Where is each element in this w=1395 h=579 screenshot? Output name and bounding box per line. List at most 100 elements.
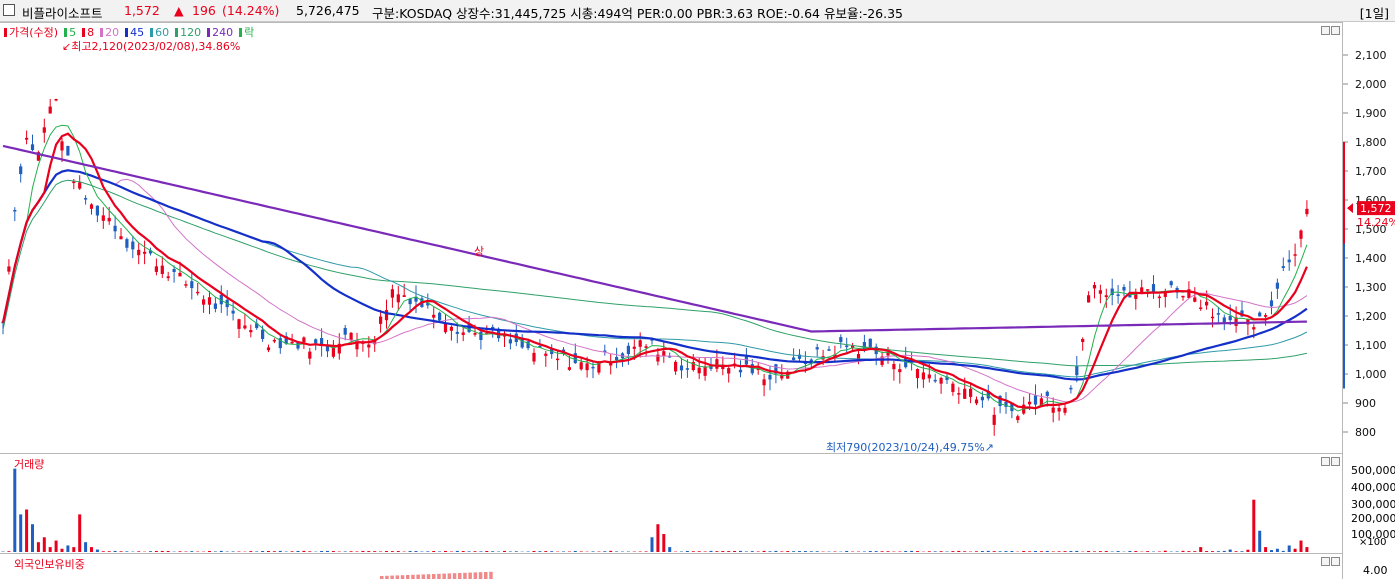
volume-bar xyxy=(54,540,58,552)
candle-body xyxy=(60,141,64,151)
candle-body xyxy=(1075,366,1079,376)
foreign-bar xyxy=(432,574,436,579)
volume-bar xyxy=(668,547,672,552)
candle-body xyxy=(143,251,147,254)
volume-bar xyxy=(455,550,459,552)
low-annotation: 최저790(2023/10/24),49.75%↗ xyxy=(826,441,994,453)
candle-body xyxy=(644,346,648,348)
volume-bar xyxy=(1157,551,1161,552)
stock-name[interactable]: 비플라이소프트 xyxy=(22,6,103,21)
candle-body xyxy=(266,347,271,351)
volume-bar xyxy=(644,551,648,552)
volume-bar xyxy=(750,551,754,552)
price-tick: 1,100 xyxy=(1355,339,1387,352)
candle-body xyxy=(1216,313,1220,315)
candle-body xyxy=(1033,395,1038,405)
candle-body xyxy=(314,339,318,344)
candle-body xyxy=(597,362,601,373)
up-arrow-icon: ▲ xyxy=(174,3,184,18)
volume-bar xyxy=(1264,547,1268,552)
candle-body xyxy=(898,369,902,373)
volume-bar xyxy=(1205,551,1209,552)
candle-body xyxy=(862,342,866,351)
legend-item[interactable]: 60 xyxy=(150,26,172,39)
price-chart[interactable]: ↙최고2,120(2023/02/08),34.86% 최저790(2023/10… xyxy=(0,23,1342,453)
select-checkbox[interactable] xyxy=(3,4,15,16)
volume-bar xyxy=(939,551,943,552)
candle-body xyxy=(880,356,884,365)
volume-bar xyxy=(467,551,471,552)
legend-item[interactable]: 5 xyxy=(64,26,79,39)
price-panel[interactable]: 가격(수정) 5 8 20 45 60 120 240 락 ↙최고2,120(2023/02/0… xyxy=(0,22,1342,453)
minimize-panel-button[interactable] xyxy=(1321,26,1330,35)
volume-bar xyxy=(1299,540,1303,552)
ma120-line xyxy=(2,179,1307,367)
volume-bar xyxy=(1187,551,1191,552)
candle-body xyxy=(786,371,790,379)
candle-body xyxy=(237,319,241,329)
volume-bar xyxy=(42,537,46,552)
candle-body xyxy=(125,239,129,248)
candle-body xyxy=(1039,398,1043,406)
period-selector[interactable]: [1일] xyxy=(1359,6,1389,21)
candle-body xyxy=(609,363,613,366)
candle-body xyxy=(384,310,389,321)
trade-volume: 5,726,475 xyxy=(296,3,360,18)
legend-item[interactable]: 120 xyxy=(175,26,204,39)
candle-body xyxy=(396,294,400,303)
candle-body xyxy=(1199,307,1203,309)
legend-item[interactable]: 락 xyxy=(239,26,257,39)
volume-bar xyxy=(432,551,436,552)
foreign-panel[interactable]: 외국인보유비중 xyxy=(0,553,1342,579)
volume-bar xyxy=(113,550,117,552)
price-tick: 1,500 xyxy=(1355,223,1387,236)
candle-body xyxy=(19,166,23,175)
volume-bar xyxy=(1199,547,1203,552)
volume-bar xyxy=(986,550,990,552)
volume-panel[interactable]: 거래량 xyxy=(0,453,1342,553)
candle-body xyxy=(615,356,619,361)
candle-body xyxy=(408,298,412,305)
volume-bar xyxy=(721,551,725,552)
candle-body xyxy=(1063,407,1067,413)
minimize-volume-button[interactable] xyxy=(1321,457,1330,466)
volume-bar xyxy=(744,551,748,552)
candle-body xyxy=(685,368,689,370)
volume-bar xyxy=(296,550,300,552)
maximize-volume-button[interactable] xyxy=(1331,457,1340,466)
candle-body xyxy=(349,332,353,341)
candle-body xyxy=(473,333,477,335)
legend-item[interactable]: 8 xyxy=(82,26,97,39)
legend-item[interactable]: 가격(수정) xyxy=(4,26,61,39)
volume-bar xyxy=(933,551,937,552)
legend-item[interactable]: 20 xyxy=(100,26,122,39)
volume-bar xyxy=(66,545,70,552)
candle-body xyxy=(845,345,849,348)
candle-body xyxy=(1305,208,1309,215)
candle-body xyxy=(1287,259,1291,263)
foreign-chart[interactable] xyxy=(0,554,1342,579)
maximize-panel-button[interactable] xyxy=(1331,26,1340,35)
candle-body xyxy=(190,281,194,289)
foreign-bar xyxy=(478,572,483,579)
volume-bar xyxy=(326,550,329,552)
volume-bar xyxy=(379,551,383,552)
candle-body xyxy=(390,289,394,298)
volume-bar xyxy=(31,524,34,552)
volume-chart[interactable] xyxy=(0,454,1342,553)
maximize-foreign-button[interactable] xyxy=(1331,557,1340,566)
candle-body xyxy=(54,98,58,101)
candle-body xyxy=(402,295,406,297)
minimize-foreign-button[interactable] xyxy=(1321,557,1330,566)
legend-item[interactable]: 45 xyxy=(125,26,147,39)
stock-info: 구분:KOSDAQ 상장수:31,445,725 시총:494억 PER:0.0… xyxy=(372,6,903,21)
candle-body xyxy=(815,347,819,350)
current-price-tag-text: 1,572 xyxy=(1360,202,1392,215)
legend-item[interactable]: 240 xyxy=(207,26,236,39)
candle-body xyxy=(36,152,40,161)
volume-bar xyxy=(1069,551,1073,552)
candle-body xyxy=(1205,301,1209,306)
foreign-bar xyxy=(390,575,394,579)
volume-bar xyxy=(845,550,849,552)
vol-tick-300k: 300,000 xyxy=(1351,498,1395,511)
